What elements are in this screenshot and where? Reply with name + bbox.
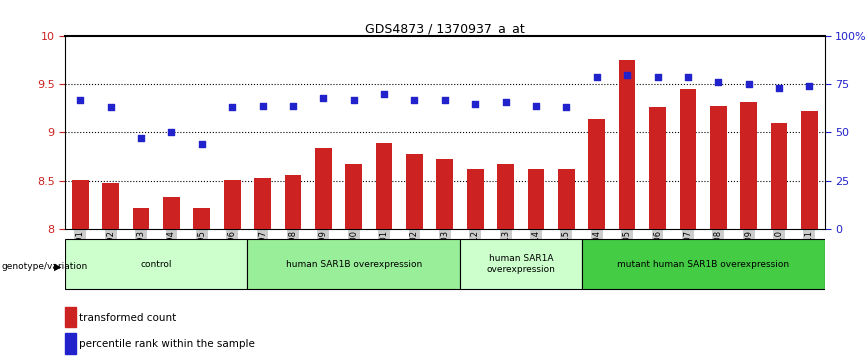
Bar bbox=[801, 111, 818, 229]
FancyBboxPatch shape bbox=[582, 239, 825, 289]
Bar bbox=[497, 164, 514, 229]
Point bbox=[620, 72, 634, 78]
Bar bbox=[710, 106, 727, 229]
Point bbox=[772, 85, 786, 91]
Bar bbox=[194, 208, 210, 229]
Bar bbox=[558, 169, 575, 229]
Bar bbox=[102, 183, 119, 229]
Bar bbox=[163, 197, 180, 229]
Text: human SAR1B overexpression: human SAR1B overexpression bbox=[286, 260, 422, 269]
Point bbox=[103, 105, 117, 110]
Point bbox=[73, 97, 87, 103]
Point bbox=[681, 74, 694, 79]
Bar bbox=[528, 169, 544, 229]
Text: control: control bbox=[141, 260, 172, 269]
FancyBboxPatch shape bbox=[65, 239, 247, 289]
Bar bbox=[376, 143, 392, 229]
Bar bbox=[315, 148, 332, 229]
Point bbox=[468, 101, 482, 106]
Point bbox=[346, 97, 360, 103]
Point bbox=[741, 82, 755, 87]
Point bbox=[164, 130, 179, 135]
Bar bbox=[437, 159, 453, 229]
FancyBboxPatch shape bbox=[247, 239, 460, 289]
Bar bbox=[406, 154, 423, 229]
Bar bbox=[649, 107, 666, 229]
Text: transformed count: transformed count bbox=[79, 313, 176, 323]
Point bbox=[711, 79, 725, 85]
Point bbox=[802, 83, 816, 89]
Title: GDS4873 / 1370937_a_at: GDS4873 / 1370937_a_at bbox=[365, 22, 525, 35]
Bar bbox=[254, 178, 271, 229]
Point bbox=[407, 97, 421, 103]
Bar bbox=[65, 307, 76, 327]
Bar bbox=[771, 123, 787, 229]
Point bbox=[529, 103, 542, 109]
Text: percentile rank within the sample: percentile rank within the sample bbox=[79, 339, 255, 349]
Point bbox=[134, 135, 148, 141]
Bar bbox=[740, 102, 757, 229]
Bar bbox=[285, 175, 301, 229]
Point bbox=[286, 103, 299, 109]
Bar bbox=[133, 208, 149, 229]
Bar bbox=[467, 169, 483, 229]
Bar bbox=[345, 164, 362, 229]
Bar bbox=[619, 60, 635, 229]
Bar bbox=[224, 180, 240, 229]
Point bbox=[650, 74, 664, 79]
Point bbox=[225, 105, 239, 110]
Bar bbox=[589, 119, 605, 229]
Point bbox=[194, 141, 208, 147]
Text: ▶: ▶ bbox=[54, 262, 62, 272]
Text: mutant human SAR1B overexpression: mutant human SAR1B overexpression bbox=[617, 260, 789, 269]
Bar bbox=[65, 333, 76, 354]
Bar bbox=[72, 180, 89, 229]
Point bbox=[498, 99, 512, 105]
Point bbox=[589, 74, 603, 79]
Bar bbox=[680, 89, 696, 229]
Point bbox=[377, 91, 391, 97]
Text: genotype/variation: genotype/variation bbox=[2, 262, 88, 271]
FancyBboxPatch shape bbox=[460, 239, 582, 289]
Text: human SAR1A
overexpression: human SAR1A overexpression bbox=[486, 254, 556, 274]
Point bbox=[255, 103, 269, 109]
Point bbox=[316, 95, 330, 101]
Point bbox=[559, 105, 573, 110]
Point bbox=[437, 97, 451, 103]
